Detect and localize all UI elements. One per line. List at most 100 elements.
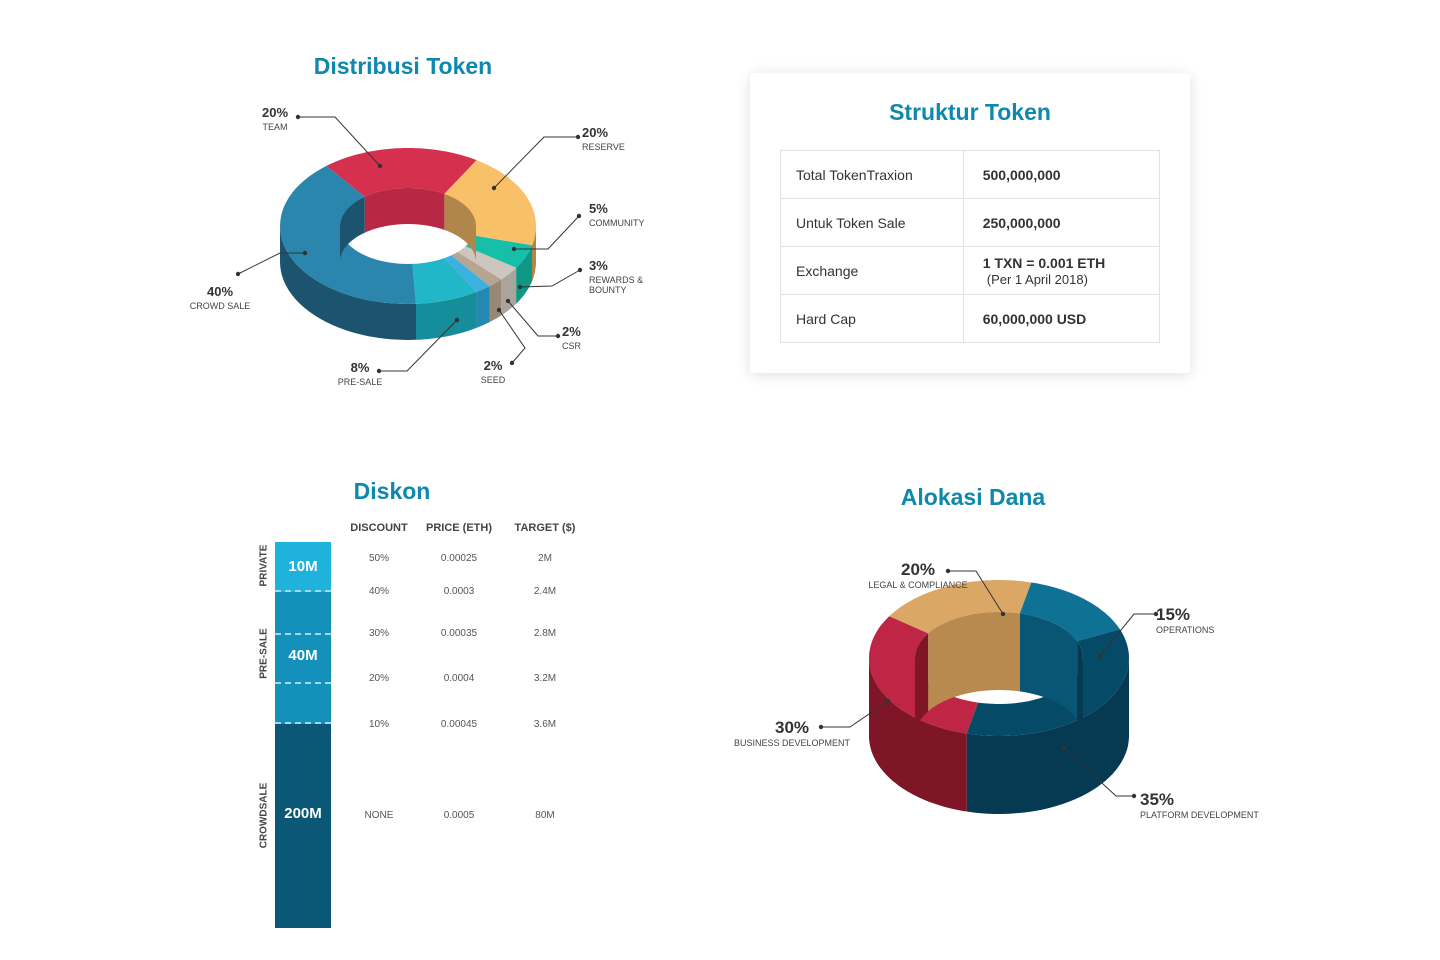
donut-slice-csr xyxy=(451,252,502,287)
table-row: Hard Cap 60,000,000 USD xyxy=(780,294,1161,343)
allocation-donut-chart: 20%LEGAL & COMPLIANCE 15%OPERATIONS 35%PLA… xyxy=(734,560,1259,820)
slice-percent-label: 20% xyxy=(262,105,288,120)
distribution-donut-chart: 20% TEAM 20% RESERVE 5% COMMUNITY 3% REWARDS &B… xyxy=(190,105,645,387)
discount-tier-divider xyxy=(275,633,331,635)
callout-dot xyxy=(555,333,561,339)
callout-dot xyxy=(945,568,951,574)
callout-line xyxy=(948,570,1004,615)
donut-inner-wall xyxy=(364,188,445,233)
token-structure-table: Total TokenTraxion 500,000,000 Untuk Tok… xyxy=(780,150,1161,343)
callout-dot xyxy=(302,250,308,256)
row-note: (Per 1 April 2018) xyxy=(986,271,1088,287)
donut-inner-wall xyxy=(1019,613,1078,720)
donut-slice-business-development xyxy=(869,616,979,734)
callout-dot xyxy=(818,724,824,730)
slice-category-label: SEED xyxy=(481,375,506,385)
slice-percent-label: 2% xyxy=(562,324,581,339)
donut-side-csr xyxy=(489,279,502,323)
discount-cell: 50% xyxy=(368,553,389,564)
slice-percent-label: 8% xyxy=(351,360,370,375)
donut-side-pre-sale xyxy=(416,291,477,340)
slice-category-label: CSR xyxy=(562,341,582,351)
callout-dot xyxy=(1153,611,1159,617)
callout-dot xyxy=(235,271,241,277)
callout-line xyxy=(498,309,526,364)
slice-percent-label: 20% xyxy=(901,560,935,579)
row-value: 1 TXN = 0.001 ETH xyxy=(982,254,1106,271)
token-structure-card: Struktur Token Total TokenTraxion 500,00… xyxy=(750,73,1190,373)
callout-dot xyxy=(885,698,891,704)
donut-inner-wall xyxy=(340,196,365,262)
callout-dot xyxy=(491,185,497,191)
discount-cell: 30% xyxy=(368,628,389,639)
donut-side-community xyxy=(516,245,532,304)
donut-inner-wall xyxy=(444,193,476,261)
slice-percent-label: 15% xyxy=(1156,605,1190,624)
discount-cell: 20% xyxy=(368,673,389,684)
donut-slice-pre-sale xyxy=(412,258,477,304)
discount-cell: 0.0003 xyxy=(443,586,475,597)
phase-amount: 10M xyxy=(288,558,318,575)
slice-category-label: BUSINESS DEVELOPMENT xyxy=(734,738,851,748)
table-row: Total TokenTraxion 500,000,000 xyxy=(780,150,1161,199)
private-phase-bar xyxy=(275,542,331,592)
callout-dot xyxy=(1061,745,1067,751)
discount-cell: 2M xyxy=(538,553,552,564)
slice-percent-label: 35% xyxy=(1140,790,1174,809)
distribution-title: Distribusi Token xyxy=(313,53,493,79)
discount-cell: 2.4M xyxy=(533,586,557,597)
phase-divider xyxy=(275,722,331,724)
phase-name: CROWDSALE xyxy=(258,782,270,849)
slice-category-label: BOUNTY xyxy=(589,285,627,295)
donut-slice-seed xyxy=(444,255,490,292)
donut-slice-team xyxy=(326,148,477,197)
slice-category-label: REWARDS & xyxy=(589,275,643,285)
table-row: Exchange 1 TXN = 0.001 ETH (Per 1 April … xyxy=(780,246,1161,295)
slice-category-label: COMMUNITY xyxy=(589,218,645,228)
row-label: Exchange xyxy=(780,246,964,295)
donut-side-seed xyxy=(476,286,490,328)
phase-divider xyxy=(275,590,331,592)
callout-line xyxy=(298,116,381,167)
callout-dot xyxy=(454,317,460,323)
donut-slice-community xyxy=(465,235,532,268)
callout-line xyxy=(1099,613,1156,657)
callout-line xyxy=(519,269,581,288)
callout-line xyxy=(379,319,458,372)
slice-percent-label: 40% xyxy=(207,284,233,299)
callout-line xyxy=(1063,747,1134,797)
row-label: Untuk Token Sale xyxy=(780,198,964,247)
callout-line xyxy=(507,300,558,337)
phase-amount: 40M xyxy=(288,647,318,664)
discount-cell: 3.2M xyxy=(533,673,557,684)
donut-side-reserve xyxy=(532,226,536,282)
donut-side-rewards-bounty xyxy=(501,267,517,316)
callout-dot xyxy=(517,284,523,290)
slice-category-label: PLATFORM DEVELOPMENT xyxy=(1140,810,1259,820)
row-value: 60,000,000 USD xyxy=(962,294,1161,343)
donut-side-platform-development xyxy=(966,658,1129,814)
slice-category-label: CROWD SALE xyxy=(190,301,251,311)
callout-dot xyxy=(377,163,383,169)
callout-dot xyxy=(575,134,581,140)
discount-cell: 40% xyxy=(368,586,389,597)
donut-inner-wall xyxy=(928,612,1020,712)
discount-cell: 2.8M xyxy=(533,628,557,639)
callout-dot xyxy=(295,114,301,120)
donut-slice-platform-development xyxy=(966,629,1129,736)
callout-dot xyxy=(1131,793,1137,799)
phase-name: PRIVATE xyxy=(258,544,270,587)
crowdsale-phase-bar xyxy=(275,724,331,928)
donut-side-crowd-sale xyxy=(280,226,416,340)
donut-slice-reserve xyxy=(444,160,536,246)
donut-slice-operations xyxy=(1019,582,1120,642)
slice-category-label: OPERATIONS xyxy=(1156,625,1214,635)
slice-percent-label: 3% xyxy=(589,258,608,273)
row-label: Total TokenTraxion xyxy=(780,150,964,199)
discount-cell: 80M xyxy=(535,810,555,821)
slice-percent-label: 5% xyxy=(589,201,608,216)
discount-cell: 0.00045 xyxy=(440,719,478,730)
slice-category-label: LEGAL & COMPLIANCE xyxy=(868,580,967,590)
discount-title: Diskon xyxy=(353,478,431,504)
callout-line xyxy=(493,136,578,189)
